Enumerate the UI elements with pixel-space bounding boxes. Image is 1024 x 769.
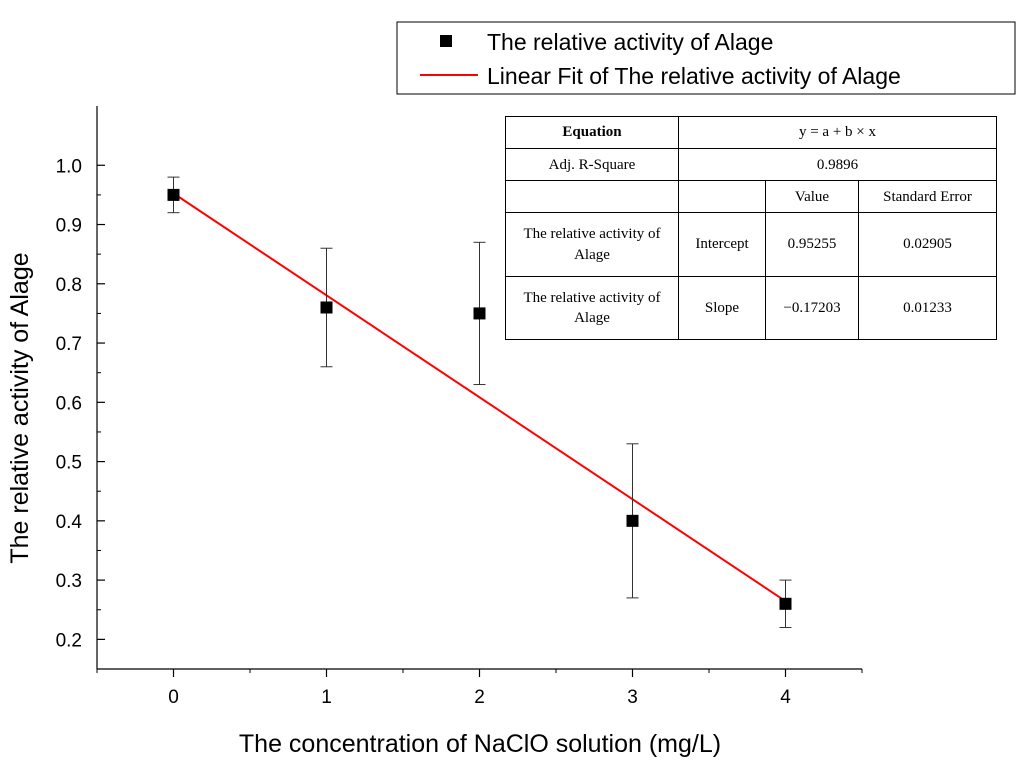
y-axis-title: The relative activity of Alage	[6, 252, 34, 563]
fit-table-stderr: 0.01233	[858, 275, 997, 341]
fit-line	[172, 192, 787, 603]
fit-table-equation-label: Equation	[505, 115, 679, 150]
y-tick-label: 0.7	[56, 334, 82, 355]
y-tick-label: 0.3	[56, 571, 82, 592]
x-tick-label: 0	[168, 687, 179, 708]
legend-marker-square	[440, 35, 452, 47]
data-point	[167, 188, 180, 201]
y-tick-label: 0.2	[56, 630, 82, 651]
y-tick-label: 1.0	[56, 156, 82, 177]
fit-table-row-name: The relative activity of Alage	[505, 212, 679, 277]
fit-table-row-equation: Equation y = a + b × x	[505, 115, 997, 150]
fit-table-value: −0.17203	[765, 275, 859, 341]
fit-table: Equation y = a + b × x Adj. R-Square 0.9…	[505, 115, 997, 341]
y-tick-label: 0.5	[56, 453, 82, 474]
fit-table-param: Slope	[678, 275, 766, 341]
y-tick-label: 0.8	[56, 275, 82, 296]
y-ticks: 0.2 0.3 0.4 0.5 0.6 0.7 0.8 0.9 1.0	[56, 156, 105, 670]
legend-label-data: The relative activity of Alage	[487, 29, 773, 55]
fit-table-row-name: The relative activity of Alage	[505, 275, 679, 341]
fit-table-param: Intercept	[678, 212, 766, 277]
y-tick-label: 0.9	[56, 216, 82, 237]
fit-line-layer	[172, 192, 787, 603]
x-tick-label: 2	[474, 687, 485, 708]
data-point	[779, 597, 792, 610]
fit-table-col-stderr: Standard Error	[858, 180, 997, 214]
fit-table-empty-cell	[505, 180, 679, 214]
fit-table-row-r2: Adj. R-Square 0.9896	[505, 148, 997, 182]
data-point	[473, 307, 486, 320]
legend: The relative activity of Alage Linear Fi…	[396, 21, 1016, 95]
x-axis-title: The concentration of NaClO solution (mg/…	[239, 730, 721, 758]
data-point	[626, 514, 639, 527]
fit-table-equation: y = a + b × x	[678, 115, 997, 150]
fit-table-empty-cell	[678, 180, 766, 214]
fit-table-r2-label: Adj. R-Square	[505, 148, 679, 182]
x-ticks: 0 1 2 3 4	[96, 669, 863, 708]
y-tick-label: 0.6	[56, 393, 82, 414]
fit-table-r2-value: 0.9896	[678, 148, 997, 182]
fit-table-row-header: Value Standard Error	[505, 180, 997, 214]
fit-table-stderr: 0.02905	[858, 212, 997, 277]
fit-table-value: 0.95255	[765, 212, 859, 277]
x-tick-label: 3	[627, 687, 638, 708]
fit-table-col-value: Value	[765, 180, 859, 214]
legend-label-fit: Linear Fit of The relative activity of A…	[487, 63, 901, 89]
x-tick-label: 1	[321, 687, 332, 708]
x-tick-label: 4	[780, 687, 791, 708]
fit-table-row-intercept: The relative activity of Alage Intercept…	[505, 212, 997, 277]
data-point	[320, 301, 333, 314]
legend-frame	[396, 21, 1016, 95]
fit-table-row-slope: The relative activity of Alage Slope −0.…	[505, 275, 997, 341]
y-tick-label: 0.4	[56, 512, 83, 533]
points-layer	[167, 176, 792, 629]
